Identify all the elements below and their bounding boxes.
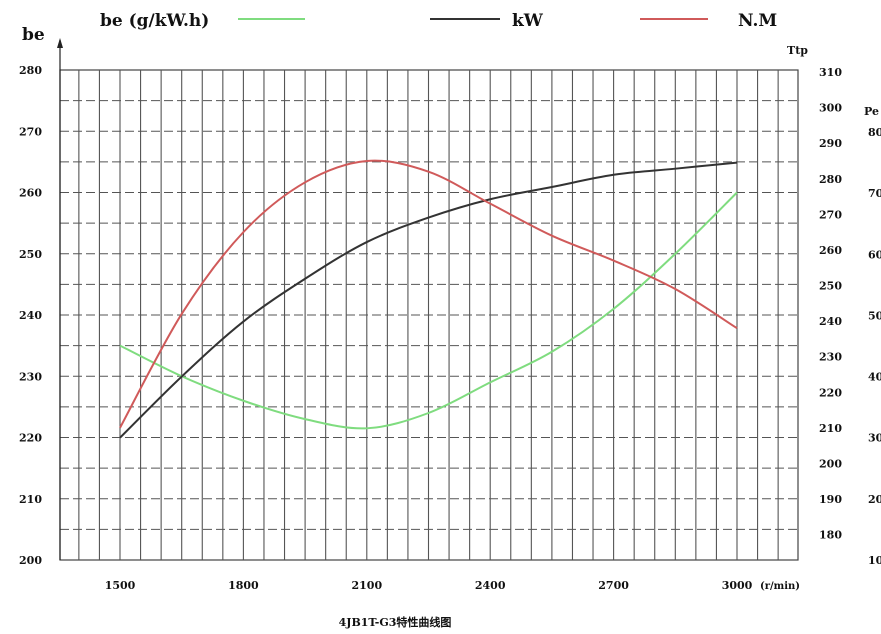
x-unit-label: (r/min) <box>760 581 800 592</box>
torque-tick-label: 280 <box>819 173 842 186</box>
left-tick-label: 250 <box>19 248 42 261</box>
torque-tick-label: 220 <box>819 386 842 399</box>
x-tick-label: 2100 <box>351 579 382 592</box>
power-axis-label: Pe <box>864 105 879 118</box>
left-tick-label: 270 <box>19 125 42 138</box>
series-line <box>119 191 738 430</box>
left-tick-label: 280 <box>19 64 42 77</box>
left-tick-label: 200 <box>19 554 42 567</box>
left-tick-label: 220 <box>19 432 42 445</box>
torque-tick-label: 270 <box>819 208 842 221</box>
power-tick-label: 60 <box>868 248 881 261</box>
power-tick-label: 50 <box>868 309 881 322</box>
left-axis-arrow <box>57 38 63 48</box>
x-tick-label: 2400 <box>475 579 506 592</box>
chart-legend: be (g/kW.h) kW N.M <box>100 11 777 31</box>
chart-grid <box>59 69 799 561</box>
chart-series <box>119 159 738 439</box>
torque-tick-label: 250 <box>819 280 842 293</box>
torque-tick-label: 300 <box>819 102 842 115</box>
power-tick-label: 30 <box>868 432 881 445</box>
left-tick-label: 240 <box>19 309 42 322</box>
legend-label: N.M <box>738 11 777 31</box>
torque-tick-label: 180 <box>819 529 842 542</box>
x-tick-label: 1500 <box>105 579 136 592</box>
torque-tick-label: 200 <box>819 457 842 470</box>
torque-axis-label: Ttp <box>787 44 808 57</box>
left-axis-label: be <box>22 25 45 45</box>
x-tick-label: 1800 <box>228 579 259 592</box>
torque-tick-label: 290 <box>819 137 842 150</box>
legend-label: be (g/kW.h) <box>100 11 209 31</box>
x-tick-label: 2700 <box>598 579 629 592</box>
x-tick-label: 3000 <box>722 579 753 592</box>
left-tick-label: 210 <box>19 493 42 506</box>
torque-tick-label: 190 <box>819 493 842 506</box>
power-tick-label: 80 <box>868 126 881 139</box>
series-line <box>119 161 738 439</box>
chart-axes: be 200 210 220 230 240 250 260 270 280 Ttp 180 190 20… <box>19 25 881 592</box>
legend-label: kW <box>512 11 544 31</box>
torque-tick-label: 310 <box>819 66 842 79</box>
left-tick-label: 260 <box>19 187 42 200</box>
power-tick-label: 20 <box>868 493 881 506</box>
chart-title: 4JB1T-G3特性曲线图 <box>339 615 452 629</box>
torque-tick-label: 260 <box>819 244 842 257</box>
left-tick-label: 230 <box>19 370 42 383</box>
torque-tick-label: 230 <box>819 351 842 364</box>
torque-tick-label: 240 <box>819 315 842 328</box>
power-tick-label: 70 <box>868 187 881 200</box>
power-tick-label: 40 <box>868 371 881 384</box>
series-line <box>119 159 738 429</box>
torque-tick-label: 210 <box>819 422 842 435</box>
power-tick-label: 10 <box>868 554 881 567</box>
